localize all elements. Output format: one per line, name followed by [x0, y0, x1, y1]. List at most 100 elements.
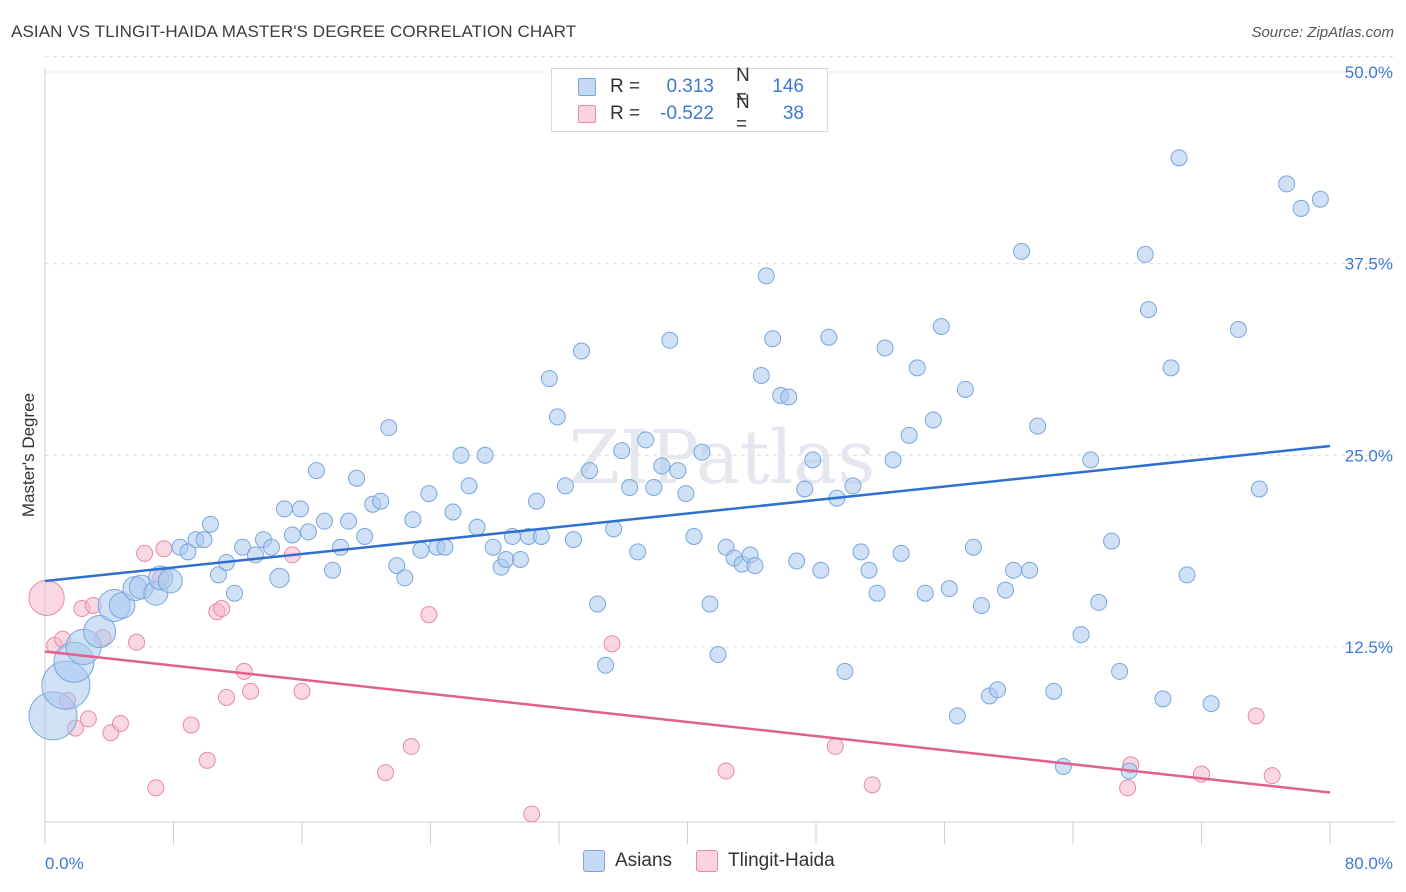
asians-point	[1170, 149, 1188, 167]
asians-point	[820, 328, 838, 346]
asians-point	[1082, 451, 1100, 469]
asians-point	[179, 543, 197, 561]
trend-lines	[44, 444, 1331, 794]
asians-point	[1229, 321, 1247, 339]
asians-point	[597, 656, 615, 674]
asians-point	[528, 492, 546, 510]
tlingit-haida-point	[128, 633, 146, 651]
tlingit-haida-point	[293, 682, 311, 700]
asians-point	[661, 331, 679, 349]
asians-point	[532, 527, 550, 545]
asians-point	[201, 515, 219, 533]
asians-point	[836, 662, 854, 680]
tlingit-haida-point	[377, 764, 395, 782]
tlingit-haida-point	[420, 606, 438, 624]
asians-point	[291, 500, 309, 518]
legend-label-tlingit-haida: Tlingit-Haida	[728, 850, 835, 871]
asians-point	[752, 367, 770, 385]
asians-point	[476, 446, 494, 464]
asians-point	[796, 480, 814, 498]
asians-point	[209, 566, 227, 584]
tlingit-haida-point	[523, 805, 541, 823]
asians-point	[564, 531, 582, 549]
asians-point	[924, 411, 942, 429]
asians-point	[452, 446, 470, 464]
tlingit-haida-point	[1247, 707, 1265, 725]
tlingit-haida-point	[1119, 779, 1137, 797]
asians-point	[497, 550, 515, 568]
tlingit-haida-point	[826, 738, 844, 756]
y-tick-label: 50.0%	[1345, 63, 1393, 82]
asians-point	[757, 267, 775, 285]
asians-point	[932, 317, 950, 335]
y-tick-label: 25.0%	[1345, 446, 1393, 465]
asians-point	[860, 561, 878, 579]
legend-r-label: R =	[610, 76, 641, 97]
y-tick-label: 37.5%	[1345, 255, 1393, 274]
y-tick-label: 12.5%	[1345, 638, 1393, 657]
asians-point	[388, 557, 406, 575]
tlingit-haida-point	[402, 738, 420, 756]
chart-title: ASIAN VS TLINGIT-HAIDA MASTER'S DEGREE C…	[11, 22, 577, 41]
asians-point	[964, 538, 982, 556]
tlingit-haida-point	[28, 579, 65, 616]
asians-point	[972, 596, 990, 614]
asians-point	[315, 512, 333, 530]
asians-point	[997, 581, 1015, 599]
legend-r-label: R =	[610, 103, 641, 124]
legend-n-label: N =	[736, 92, 750, 135]
asians-point	[1250, 480, 1268, 498]
asians-point	[275, 500, 293, 518]
asians-point	[764, 330, 782, 348]
legend-r-value: -0.522	[660, 103, 714, 124]
asians-point	[404, 511, 422, 529]
asians-point	[262, 538, 280, 556]
asians-point	[1136, 245, 1154, 263]
legend-label-asians: Asians	[615, 850, 673, 871]
asians-point	[1045, 682, 1063, 700]
asians-point	[1103, 532, 1121, 550]
asians-point	[484, 538, 502, 556]
asians-point	[234, 538, 252, 556]
asians-point	[332, 538, 350, 556]
tlingit-haida-point	[147, 779, 165, 797]
legend-swatch-asians	[578, 78, 596, 96]
asians-point	[1021, 561, 1039, 579]
tlingit-haida-point	[155, 540, 173, 558]
asians-point	[1054, 757, 1072, 775]
asians-point	[1292, 199, 1310, 217]
axes	[44, 68, 1395, 844]
asians-point	[195, 531, 213, 549]
asians-point	[348, 469, 366, 487]
asians-point	[511, 550, 529, 568]
asians-point	[572, 342, 590, 360]
tlingit-haida-trend-line	[44, 650, 1331, 794]
asians-point	[1013, 242, 1031, 260]
tlingit-haida-point	[79, 710, 97, 728]
legend-swatch-tlingit-haida	[578, 105, 596, 123]
asians-point	[1162, 359, 1180, 377]
legend-swatch-tlingit-haida	[696, 850, 719, 872]
asians-point	[1202, 695, 1220, 713]
watermark: ZIPatlas	[569, 415, 876, 501]
asians-point	[83, 615, 117, 649]
asians-point	[956, 380, 974, 398]
asians-point	[621, 478, 639, 496]
asians-point	[226, 584, 244, 602]
tlingit-haida-point	[198, 751, 216, 769]
asians-point	[589, 595, 607, 613]
tlingit-haida-point	[1263, 767, 1281, 785]
asians-point	[307, 462, 325, 480]
grid-lines	[45, 56, 1395, 648]
tlingit-haida-point	[235, 662, 253, 680]
asians-point	[1111, 662, 1129, 680]
asians-point	[940, 580, 958, 598]
asians-point	[1311, 190, 1329, 208]
asians-point	[548, 408, 566, 426]
asians-point	[989, 681, 1007, 699]
asians-point	[804, 451, 822, 469]
tlingit-haida-point	[218, 688, 236, 706]
legend-item-tlingit-haida: Tlingit-Haida	[696, 850, 835, 872]
asians-point	[420, 485, 438, 503]
